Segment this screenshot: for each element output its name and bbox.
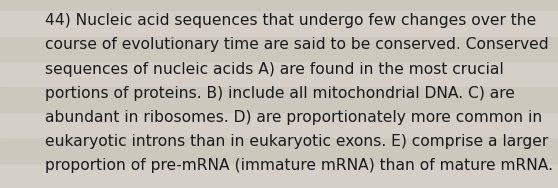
Bar	[0, 86, 558, 112]
Text: eukaryotic introns than in eukaryotic exons. E) comprise a larger: eukaryotic introns than in eukaryotic ex…	[45, 134, 548, 149]
Bar	[0, 112, 558, 137]
Text: portions of proteins. B) include all mitochondrial DNA. C) are: portions of proteins. B) include all mit…	[45, 86, 514, 101]
Bar	[0, 0, 558, 10]
Bar	[0, 61, 558, 86]
Text: course of evolutionary time are said to be conserved. Conserved: course of evolutionary time are said to …	[45, 37, 549, 52]
Bar	[0, 10, 558, 36]
Text: proportion of pre-mRNA (immature mRNA) than of mature mRNA.: proportion of pre-mRNA (immature mRNA) t…	[45, 158, 552, 173]
Text: abundant in ribosomes. D) are proportionately more common in: abundant in ribosomes. D) are proportion…	[45, 110, 542, 125]
Text: 44) Nucleic acid sequences that undergo few changes over the: 44) Nucleic acid sequences that undergo …	[45, 13, 536, 28]
Text: sequences of nucleic acids A) are found in the most crucial: sequences of nucleic acids A) are found …	[45, 61, 503, 77]
Bar	[0, 36, 558, 61]
Bar	[0, 137, 558, 163]
Bar	[0, 163, 558, 188]
